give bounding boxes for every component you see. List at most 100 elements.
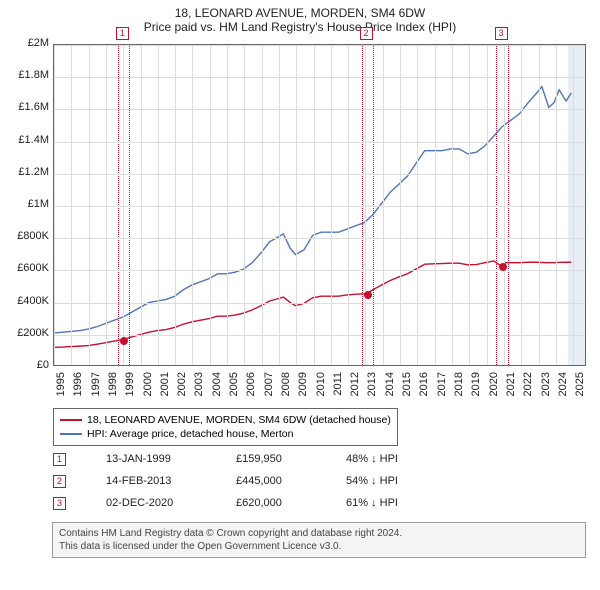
gridline-v <box>244 45 245 366</box>
sales-row-price: £620,000 <box>236 497 346 509</box>
x-axis-label: 2001 <box>159 372 171 402</box>
x-axis-label: 2019 <box>470 372 482 402</box>
x-axis-label: 2004 <box>211 372 223 402</box>
gridline-v <box>521 45 522 366</box>
y-axis-label: £0 <box>9 359 49 371</box>
sales-row-price: £445,000 <box>236 475 346 487</box>
gridline-v <box>89 45 90 366</box>
x-axis-label: 2023 <box>540 372 552 402</box>
sales-row-pct: 61% ↓ HPI <box>346 497 446 509</box>
gridline-v <box>141 45 142 366</box>
gridline-v <box>539 45 540 366</box>
gridline-v <box>469 45 470 366</box>
sale-dot <box>364 291 372 299</box>
gridline-h <box>54 270 586 271</box>
legend-label-price: 18, LEONARD AVENUE, MORDEN, SM4 6DW (det… <box>87 414 391 426</box>
title-sub: Price paid vs. HM Land Registry's House … <box>0 20 600 34</box>
gridline-h <box>54 174 586 175</box>
gridline-h <box>54 109 586 110</box>
gridline-v <box>348 45 349 366</box>
plot-area <box>53 44 586 366</box>
chart-container: 18, LEONARD AVENUE, MORDEN, SM4 6DW Pric… <box>0 0 600 590</box>
gridline-v <box>504 45 505 366</box>
legend-swatch-hpi <box>60 433 82 435</box>
gridline-v <box>417 45 418 366</box>
x-axis-label: 2000 <box>142 372 154 402</box>
sales-row-date: 14-FEB-2013 <box>106 475 236 487</box>
gridline-h <box>54 335 586 336</box>
sale-dot <box>120 337 128 345</box>
legend-swatch-price <box>60 419 82 421</box>
gridline-h <box>54 206 586 207</box>
chart-titles: 18, LEONARD AVENUE, MORDEN, SM4 6DW Pric… <box>0 0 600 36</box>
sales-row-marker: 2 <box>53 475 66 488</box>
gridline-v <box>452 45 453 366</box>
x-axis-label: 2025 <box>574 372 586 402</box>
footer-line-2: This data is licensed under the Open Gov… <box>59 540 579 553</box>
gridline-v <box>331 45 332 366</box>
chart-lines-svg <box>54 45 585 365</box>
sales-row-pct: 54% ↓ HPI <box>346 475 446 487</box>
gridline-h <box>54 303 586 304</box>
gridline-h <box>54 142 586 143</box>
legend-row-hpi: HPI: Average price, detached house, Mert… <box>60 427 391 441</box>
x-axis-label: 2005 <box>228 372 240 402</box>
y-axis-label: £1.6M <box>9 101 49 113</box>
gridline-v <box>71 45 72 366</box>
gridline-v <box>314 45 315 366</box>
x-axis-label: 1996 <box>72 372 84 402</box>
y-axis-label: £1M <box>9 198 49 210</box>
x-axis-label: 1998 <box>107 372 119 402</box>
gridline-v <box>175 45 176 366</box>
sales-row-pct: 48% ↓ HPI <box>346 453 446 465</box>
x-axis-label: 1997 <box>90 372 102 402</box>
y-axis-label: £800K <box>9 230 49 242</box>
gridline-v <box>158 45 159 366</box>
sales-row-price: £159,950 <box>236 453 346 465</box>
gridline-v <box>487 45 488 366</box>
gridline-v <box>54 45 55 366</box>
sale-marker: 3 <box>495 27 508 40</box>
footer-box: Contains HM Land Registry data © Crown c… <box>52 522 586 558</box>
x-axis-label: 2015 <box>401 372 413 402</box>
y-axis-label: £200K <box>9 327 49 339</box>
gridline-v <box>279 45 280 366</box>
gridline-v <box>296 45 297 366</box>
x-axis-label: 2018 <box>453 372 465 402</box>
x-axis-label: 2012 <box>349 372 361 402</box>
x-axis-label: 2007 <box>263 372 275 402</box>
y-axis-label: £1.2M <box>9 166 49 178</box>
gridline-v <box>365 45 366 366</box>
gridline-v <box>400 45 401 366</box>
x-axis-label: 2020 <box>488 372 500 402</box>
y-axis-label: £400K <box>9 295 49 307</box>
y-axis-label: £1.8M <box>9 69 49 81</box>
footer-line-1: Contains HM Land Registry data © Crown c… <box>59 527 579 540</box>
x-axis-label: 2024 <box>557 372 569 402</box>
gridline-h <box>54 45 586 46</box>
gridline-v <box>573 45 574 366</box>
x-axis-label: 1999 <box>124 372 136 402</box>
sales-table: 113-JAN-1999£159,95048% ↓ HPI 2 14-FEB-201… <box>53 448 446 514</box>
gridline-v <box>227 45 228 366</box>
legend-box: 18, LEONARD AVENUE, MORDEN, SM4 6DW (det… <box>53 408 398 446</box>
gridline-v <box>435 45 436 366</box>
y-axis-label: £2M <box>9 37 49 49</box>
x-axis-label: 2013 <box>366 372 378 402</box>
sale-marker: 2 <box>360 27 373 40</box>
y-axis-label: £1.4M <box>9 134 49 146</box>
gridline-v <box>106 45 107 366</box>
sales-row-date: 13-JAN-1999 <box>106 453 236 465</box>
sale-marker: 1 <box>116 27 129 40</box>
x-axis-label: 2008 <box>280 372 292 402</box>
sales-row: 113-JAN-1999£159,95048% ↓ HPI <box>53 448 446 470</box>
sales-row: 302-DEC-2020£620,00061% ↓ HPI <box>53 492 446 514</box>
sales-row-marker: 3 <box>53 497 66 510</box>
x-axis-label: 2022 <box>522 372 534 402</box>
legend-row-price: 18, LEONARD AVENUE, MORDEN, SM4 6DW (det… <box>60 413 391 427</box>
x-axis-label: 2009 <box>297 372 309 402</box>
x-axis-label: 2021 <box>505 372 517 402</box>
gridline-v <box>123 45 124 366</box>
x-axis-label: 2003 <box>193 372 205 402</box>
gridline-h <box>54 238 586 239</box>
